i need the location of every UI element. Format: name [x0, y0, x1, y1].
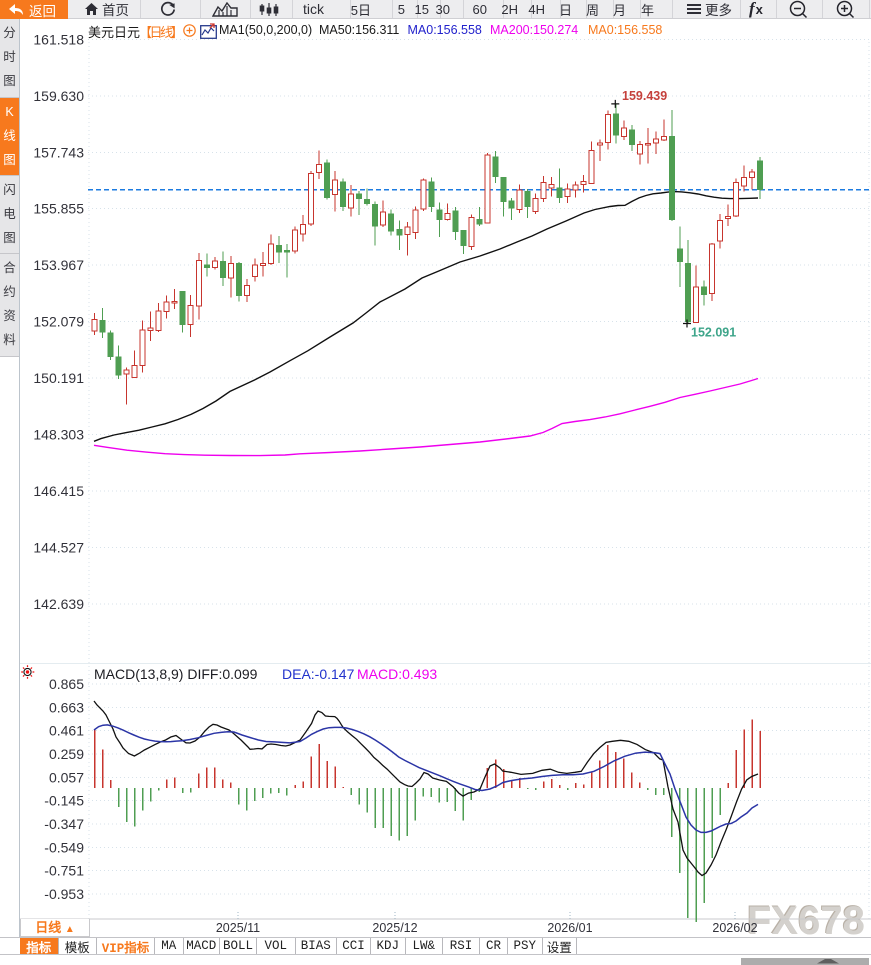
svg-text:MACD:0.493: MACD:0.493	[357, 666, 437, 682]
svg-text:DEA:-0.147: DEA:-0.147	[282, 666, 355, 682]
svg-text:-0.953: -0.953	[44, 886, 84, 902]
svg-text:159.630: 159.630	[33, 88, 84, 104]
svg-text:-0.347: -0.347	[44, 816, 84, 832]
svg-text:146.415: 146.415	[33, 483, 84, 499]
svg-text:MACD(13,8,9) DIFF:0.099: MACD(13,8,9) DIFF:0.099	[94, 666, 258, 682]
svg-text:153.967: 153.967	[33, 257, 84, 273]
svg-text:157.743: 157.743	[33, 144, 84, 160]
svg-text:142.639: 142.639	[33, 596, 84, 612]
svg-text:152.079: 152.079	[33, 314, 84, 330]
svg-text:2026/02: 2026/02	[712, 921, 757, 935]
svg-text:144.527: 144.527	[33, 539, 84, 555]
svg-text:-0.145: -0.145	[44, 793, 84, 809]
svg-text:2025/11: 2025/11	[216, 921, 260, 935]
svg-text:155.855: 155.855	[33, 201, 84, 217]
svg-text:0.461: 0.461	[49, 723, 84, 739]
svg-text:-0.549: -0.549	[44, 839, 84, 855]
svg-text:150.191: 150.191	[33, 370, 84, 386]
svg-text:159.439: 159.439	[622, 89, 667, 103]
svg-text:148.303: 148.303	[33, 427, 84, 443]
svg-text:2026/01: 2026/01	[547, 921, 592, 935]
svg-text:-0.751: -0.751	[44, 863, 84, 879]
svg-text:0.663: 0.663	[49, 699, 84, 715]
svg-text:2025/12: 2025/12	[372, 921, 417, 935]
svg-text:152.091: 152.091	[691, 326, 736, 340]
svg-text:161.518: 161.518	[33, 31, 84, 47]
svg-text:0.259: 0.259	[49, 746, 84, 762]
svg-text:0.057: 0.057	[49, 769, 84, 785]
svg-text:0.865: 0.865	[49, 676, 84, 692]
